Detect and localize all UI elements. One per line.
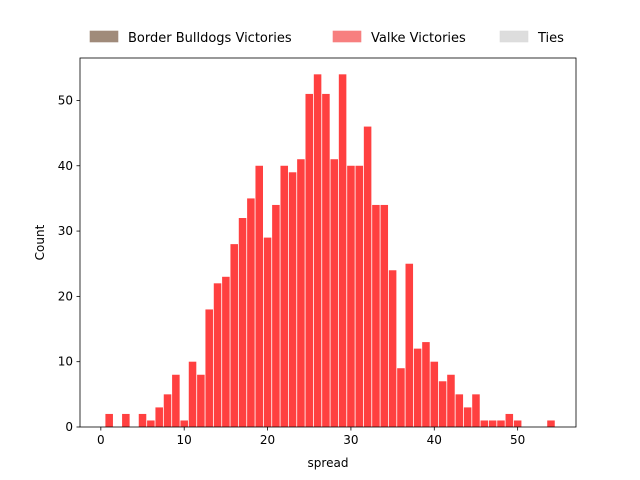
legend-label: Border Bulldogs Victories	[128, 31, 292, 46]
histogram-bar	[297, 159, 305, 428]
histogram-bar	[105, 413, 113, 427]
y-tick-label: 30	[58, 224, 73, 238]
histogram-bar	[330, 159, 339, 428]
histogram-bar	[205, 309, 213, 427]
histogram-bar	[155, 407, 163, 427]
histogram-bar	[213, 283, 222, 427]
y-tick-label: 40	[58, 159, 73, 173]
x-tick-label: 0	[97, 433, 105, 447]
histogram-bar	[355, 165, 364, 427]
histogram-bar	[497, 420, 505, 427]
histogram-bar	[122, 413, 130, 427]
histogram-bar	[338, 74, 347, 427]
legend-label: Valke Victories	[371, 31, 466, 46]
y-axis-label: Count	[33, 224, 47, 260]
legend: Border Bulldogs Victories Valke Victories…	[89, 30, 564, 46]
histogram-bar	[513, 420, 522, 427]
x-tick-label: 40	[427, 433, 442, 447]
histogram-bar	[272, 204, 280, 427]
histogram-bar	[430, 361, 439, 427]
histogram-bar	[363, 126, 372, 427]
y-tick-label: 10	[58, 355, 73, 369]
y-tick-label: 50	[58, 93, 73, 107]
histogram-bar	[547, 420, 555, 427]
histogram-bar	[197, 374, 205, 427]
histogram-bar	[247, 198, 255, 427]
histogram-bar	[438, 381, 447, 427]
x-tick-label: 50	[510, 433, 525, 447]
x-tick-label: 20	[260, 433, 275, 447]
histogram-bar	[188, 361, 197, 427]
axes-layer: 0 10 20 30 40 50 0 10 20 30 40 50	[58, 57, 577, 447]
legend-swatch	[499, 30, 529, 43]
x-axis-label: spread	[308, 456, 349, 470]
histogram-bar	[163, 394, 172, 427]
plot-frame	[79, 57, 577, 428]
histogram-bar	[488, 420, 497, 427]
histogram-bar	[397, 368, 405, 427]
legend-swatch	[89, 30, 119, 43]
x-tick-label: 30	[343, 433, 358, 447]
histogram-bar	[422, 342, 430, 427]
histogram-bar	[463, 407, 472, 427]
histogram-bar	[472, 394, 480, 427]
histogram-bar	[480, 420, 489, 427]
histogram-bar	[288, 172, 297, 427]
histogram-bar	[172, 374, 180, 427]
histogram-bar	[447, 374, 455, 427]
histogram-bar	[388, 270, 397, 427]
histogram-bar	[305, 93, 314, 428]
histogram-bar	[147, 420, 155, 427]
histogram-bar	[322, 93, 330, 428]
histogram-bar	[347, 165, 355, 427]
histogram-bar	[238, 218, 247, 427]
histogram-bar	[372, 204, 380, 427]
histogram-bar	[380, 204, 389, 427]
histogram-bar	[255, 165, 263, 427]
histogram-bar	[505, 413, 514, 427]
histogram-bar	[313, 74, 322, 427]
histogram-bar	[413, 348, 422, 427]
histogram-bar	[180, 420, 188, 427]
y-tick-label: 0	[65, 420, 73, 434]
histogram-bar	[263, 237, 272, 427]
bars-layer	[105, 74, 555, 428]
histogram-bar	[405, 263, 414, 427]
histogram-bar	[222, 276, 230, 427]
histogram-bar	[280, 165, 289, 427]
histogram-bar	[138, 413, 147, 427]
y-tick-label: 20	[58, 289, 73, 303]
legend-label: Ties	[537, 31, 564, 46]
legend-swatch	[332, 30, 362, 43]
x-tick-label: 10	[177, 433, 192, 447]
histogram-bar	[455, 394, 464, 427]
histogram-bar	[230, 244, 238, 427]
